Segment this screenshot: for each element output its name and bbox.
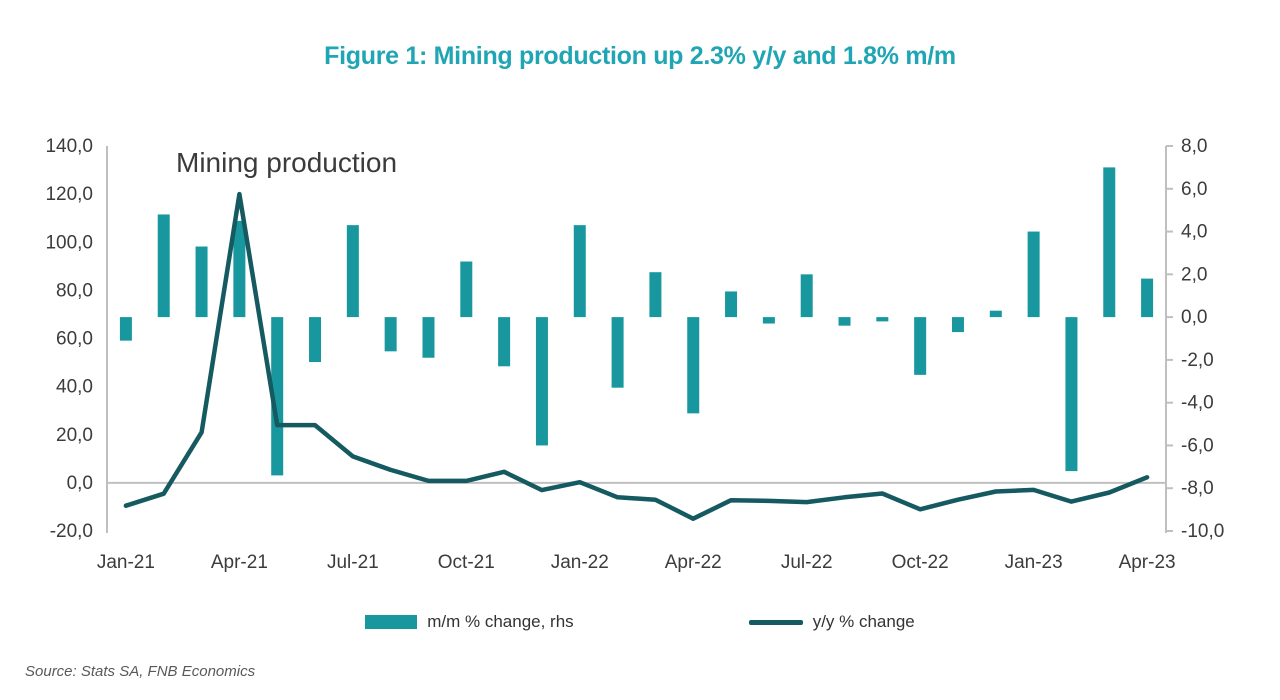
mm-change-bar bbox=[573, 225, 586, 318]
mm-change-bar bbox=[498, 317, 511, 367]
chart-svg: 140,0 120,0 100,0 80,0 60,0 40,0 20,0 0,0 -20,0 8… bbox=[45, 136, 1224, 573]
legend-item-yy-change: y/y % change bbox=[748, 612, 915, 632]
legend-line-swatch-icon bbox=[748, 619, 803, 625]
left-axis-tick-label: 80,0 bbox=[56, 280, 93, 301]
right-axis-tick-label: -4,0 bbox=[1181, 393, 1214, 414]
figure-title: Figure 1: Mining production up 2.3% y/y … bbox=[324, 42, 956, 70]
x-axis-tick-label: Oct-21 bbox=[438, 552, 495, 573]
right-axis-tick-label: 2,0 bbox=[1181, 264, 1207, 285]
mm-change-bar bbox=[233, 220, 246, 318]
x-axis-tick-label: Jul-21 bbox=[327, 552, 379, 573]
mm-change-bar bbox=[800, 274, 813, 318]
mm-change-bar bbox=[422, 317, 435, 358]
mm-change-bar bbox=[1065, 317, 1078, 472]
right-axis-tick-label: -2,0 bbox=[1181, 350, 1214, 371]
left-axis-tick-label: 140,0 bbox=[45, 136, 93, 157]
mm-change-bar bbox=[687, 317, 700, 414]
x-axis-tick-label: Jan-22 bbox=[551, 552, 609, 573]
chart-inner-title: Mining production bbox=[176, 147, 397, 178]
left-axis-tick-label: 0,0 bbox=[67, 473, 93, 494]
left-axis-tick-label: -20,0 bbox=[50, 521, 93, 542]
mm-change-bar bbox=[1027, 231, 1040, 318]
mm-change-bar bbox=[762, 317, 775, 324]
x-axis-tick-label: Apr-21 bbox=[211, 552, 268, 573]
mm-change-bar bbox=[346, 225, 359, 318]
left-axis-tick-label: 40,0 bbox=[56, 377, 93, 398]
legend-item-mm-change: m/m % change, rhs bbox=[365, 612, 574, 632]
right-axis-tick-label: -10,0 bbox=[1181, 521, 1224, 542]
left-axis-tick-label: 60,0 bbox=[56, 329, 93, 350]
mm-change-bar bbox=[876, 317, 889, 322]
mm-change-bar bbox=[119, 317, 132, 341]
left-axis-tick-label: 120,0 bbox=[45, 184, 93, 205]
mm-change-bar bbox=[951, 317, 964, 333]
mm-change-bar bbox=[195, 246, 208, 318]
x-axis-tick-label: Apr-22 bbox=[665, 552, 722, 573]
x-axis-tick-label: Jan-21 bbox=[97, 552, 155, 573]
mm-change-bar bbox=[725, 291, 738, 318]
mm-change-bar bbox=[914, 317, 927, 375]
left-axis-tick-label: 100,0 bbox=[45, 232, 93, 253]
x-axis-tick-label: Oct-22 bbox=[892, 552, 949, 573]
right-axis-tick-label: 6,0 bbox=[1181, 179, 1207, 200]
mm-change-bar bbox=[838, 317, 851, 326]
x-axis-tick-label: Apr-23 bbox=[1119, 552, 1176, 573]
yy-change-line bbox=[123, 191, 1150, 521]
mm-change-bar bbox=[1141, 278, 1154, 318]
x-axis-tick-label: Jul-22 bbox=[781, 552, 833, 573]
x-axis-tick-label: Jan-23 bbox=[1005, 552, 1063, 573]
right-axis-tick-label: 0,0 bbox=[1181, 307, 1207, 328]
right-axis-tick-label: 8,0 bbox=[1181, 136, 1207, 157]
legend-label-yy-change: y/y % change bbox=[812, 612, 915, 631]
right-axis-tick-label: 4,0 bbox=[1181, 222, 1207, 243]
mm-change-bar bbox=[535, 317, 548, 446]
right-axis-tick-label: -6,0 bbox=[1181, 435, 1214, 456]
legend: m/m % change, rhs y/y % change bbox=[0, 612, 1280, 632]
mm-change-bar bbox=[989, 310, 1002, 318]
right-axis-tick-label: -8,0 bbox=[1181, 478, 1214, 499]
mm-change-bar bbox=[649, 272, 662, 318]
mm-change-bar bbox=[271, 317, 284, 476]
mm-change-bar bbox=[157, 214, 170, 318]
mm-change-bar bbox=[460, 261, 473, 318]
mm-change-bar bbox=[384, 317, 397, 352]
mm-change-bar bbox=[1103, 167, 1116, 318]
left-axis-tick-label: 20,0 bbox=[56, 425, 93, 446]
mm-change-bar bbox=[611, 317, 624, 388]
legend-bar-swatch-icon bbox=[365, 615, 418, 629]
legend-label-mm-change: m/m % change, rhs bbox=[427, 612, 574, 631]
source-note: Source: Stats SA, FNB Economics bbox=[25, 663, 256, 680]
mm-change-bar bbox=[309, 317, 322, 363]
